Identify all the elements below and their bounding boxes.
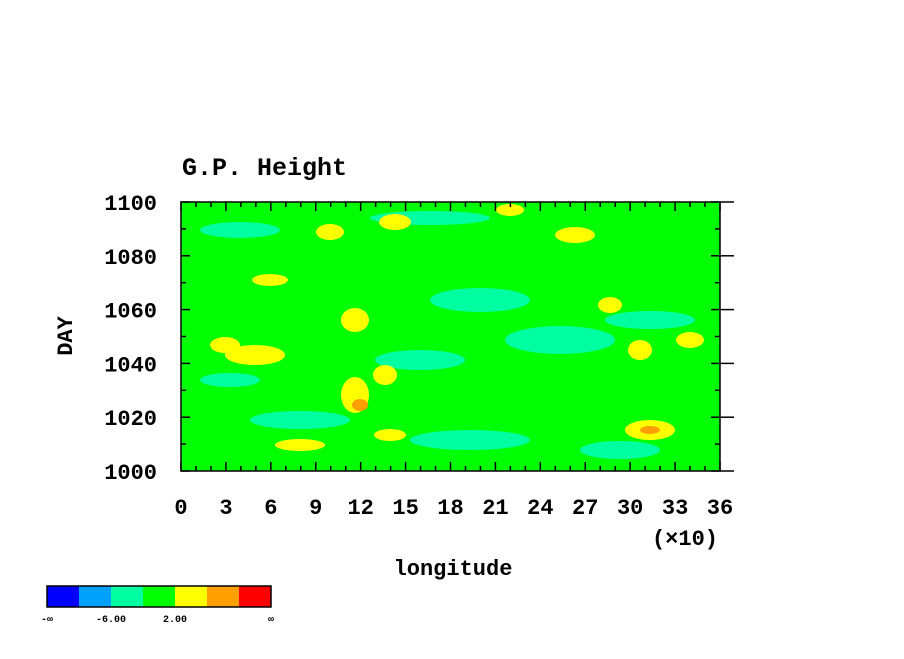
colorbar-swatch <box>175 586 207 607</box>
colorbar-swatch <box>143 586 175 607</box>
x-tick-label: 3 <box>219 496 232 521</box>
x-tick-label: 18 <box>437 496 463 521</box>
x-tick-label: 12 <box>347 496 373 521</box>
x-tick-label: 24 <box>527 496 553 521</box>
y-axis-label: DAY <box>54 315 79 355</box>
y-tick-label: 1040 <box>104 353 157 378</box>
chart-title: G.P. Height <box>182 154 347 183</box>
x-tick-label: 9 <box>309 496 322 521</box>
y-tick-label: 1100 <box>104 192 157 217</box>
colorbar-swatch <box>207 586 239 607</box>
y-tick-label: 1020 <box>104 407 157 432</box>
x-tick-label: 33 <box>662 496 688 521</box>
x-tick-label: 0 <box>174 496 187 521</box>
x-tick-label: 36 <box>707 496 733 521</box>
field-texture <box>210 204 704 451</box>
x-tick-label: 27 <box>572 496 598 521</box>
y-tick-label: 1060 <box>104 300 157 325</box>
x-tick-label: 15 <box>392 496 418 521</box>
colorbar-swatch <box>79 586 111 607</box>
x-multiplier: (×10) <box>652 527 718 552</box>
colorbar-label: 2.00 <box>163 615 187 626</box>
field-texture <box>352 399 660 434</box>
colorbar-label: ∞ <box>268 615 274 626</box>
colorbar-swatch <box>239 586 271 607</box>
colorbar-swatch <box>47 586 79 607</box>
y-tick-label: 1000 <box>104 461 157 486</box>
x-tick-label: 21 <box>482 496 508 521</box>
x-axis-label: longitude <box>394 557 513 582</box>
colorbar-swatch <box>111 586 143 607</box>
colorbar-label: -∞ <box>41 615 53 626</box>
x-tick-label: 6 <box>264 496 277 521</box>
colorbar-label: -6.00 <box>96 615 126 626</box>
colorbar-frame <box>46 585 272 608</box>
field <box>181 202 720 471</box>
x-tick-label: 30 <box>617 496 643 521</box>
y-tick-label: 1080 <box>104 246 157 271</box>
